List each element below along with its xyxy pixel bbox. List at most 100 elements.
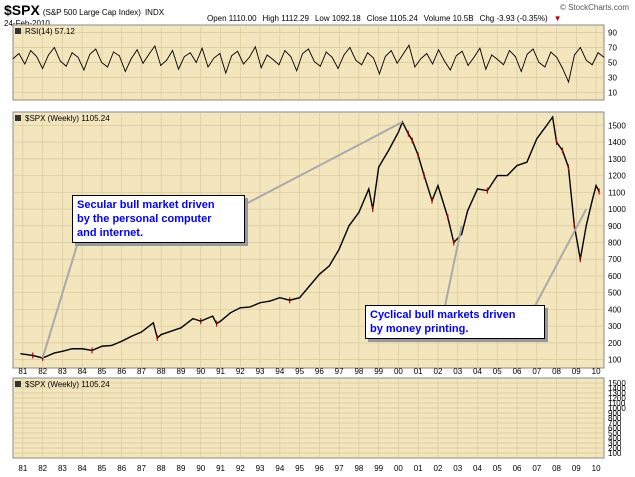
price-y-tick-label: 1300 xyxy=(608,155,626,164)
price-point xyxy=(299,297,301,299)
lower-y-tick-label: 1300 xyxy=(608,389,626,398)
rsi-y-tick-label: 70 xyxy=(608,44,617,53)
x-tick-label: 92 xyxy=(236,367,245,376)
x-tick-label: 94 xyxy=(275,464,284,473)
rsi-point xyxy=(160,65,162,66)
price-point xyxy=(212,315,214,317)
rsi-point xyxy=(402,53,404,55)
x-tick-label: 99 xyxy=(374,464,383,473)
price-point xyxy=(156,337,158,339)
rsi-point xyxy=(296,70,298,72)
price-point xyxy=(71,348,73,350)
x-tick-label: 01 xyxy=(414,367,423,376)
open-value: Open 1110.00 xyxy=(207,14,257,23)
x-tick-label: 06 xyxy=(513,464,522,473)
x-tick-label: 95 xyxy=(295,464,304,473)
rsi-point xyxy=(485,68,487,70)
rsi-point xyxy=(503,64,504,66)
x-tick-label: 82 xyxy=(38,464,47,473)
rsi-point xyxy=(183,56,185,57)
price-y-tick-label: 400 xyxy=(608,305,622,314)
rsi-point xyxy=(36,56,38,57)
price-point xyxy=(111,344,113,347)
lower-y-tick-label: 1200 xyxy=(608,394,626,403)
rsi-point xyxy=(444,60,445,62)
lower-y-tick-label: 300 xyxy=(608,439,622,448)
price-point xyxy=(249,306,251,308)
rsi-point xyxy=(201,47,203,49)
rsi-point xyxy=(142,62,144,64)
x-tick-label: 03 xyxy=(453,367,462,376)
rsi-point xyxy=(308,48,309,50)
price-point xyxy=(328,265,330,267)
rsi-point xyxy=(314,61,315,63)
price-point xyxy=(140,331,143,333)
price-point xyxy=(476,188,479,190)
rsi-point xyxy=(266,54,268,56)
x-tick-label: 05 xyxy=(493,367,502,376)
rsi-point xyxy=(172,50,173,51)
price-point xyxy=(53,352,56,354)
price-point xyxy=(591,200,593,202)
rsi-point xyxy=(83,69,85,71)
rsi-point xyxy=(514,56,516,57)
price-point xyxy=(561,149,564,152)
price-point xyxy=(239,307,241,309)
x-tick-label: 07 xyxy=(532,367,541,376)
price-point xyxy=(289,299,291,301)
price-point xyxy=(552,116,554,118)
price-stats: Open 1110.00 High 1112.29 Low 1092.18 Close… xyxy=(207,14,568,23)
x-tick-label: 88 xyxy=(157,367,166,376)
lower-y-tick-label: 200 xyxy=(608,444,622,453)
rsi-point xyxy=(550,51,552,53)
secular-arrow-bottom xyxy=(41,241,79,359)
price-point xyxy=(461,233,463,235)
rsi-point xyxy=(603,56,605,58)
rsi-point xyxy=(432,63,434,65)
price-point xyxy=(318,273,320,275)
high-value: High 1112.29 xyxy=(262,14,309,23)
rsi-point xyxy=(166,59,168,61)
price-y-tick-label: 100 xyxy=(608,356,622,365)
price-point xyxy=(467,210,469,212)
lower-y-tick-label: 900 xyxy=(608,409,622,418)
x-tick-label: 92 xyxy=(236,464,245,473)
x-tick-label: 84 xyxy=(78,464,87,473)
rsi-point xyxy=(237,50,238,52)
price-point xyxy=(229,312,232,314)
price-point xyxy=(81,348,83,350)
price-point xyxy=(269,300,271,302)
rsi-point xyxy=(71,52,73,54)
lower-y-tick-label: 500 xyxy=(608,429,622,438)
rsi-point xyxy=(479,47,481,49)
rsi-y-tick-label: 10 xyxy=(608,89,617,98)
rsi-point xyxy=(290,56,292,57)
x-tick-label: 90 xyxy=(196,464,205,473)
price-point xyxy=(407,133,409,135)
rsi-point xyxy=(455,55,457,57)
rsi-point xyxy=(597,52,599,54)
annotation-line: by money printing. xyxy=(370,323,469,335)
price-point xyxy=(417,154,419,157)
secular-arrow-top xyxy=(237,121,403,209)
price-point xyxy=(372,208,374,210)
annotation-line: Secular bull market driven xyxy=(77,199,215,211)
x-tick-label: 93 xyxy=(256,367,265,376)
rsi-point xyxy=(18,53,20,54)
x-tick-label: 03 xyxy=(453,464,462,473)
price-point xyxy=(585,225,587,227)
rsi-point xyxy=(538,62,540,63)
rsi-point xyxy=(520,71,522,72)
x-tick-label: 07 xyxy=(532,464,541,473)
rsi-y-tick-label: 90 xyxy=(608,29,617,38)
rsi-point xyxy=(272,59,274,60)
price-point xyxy=(387,149,390,152)
x-tick-label: 04 xyxy=(473,367,482,376)
x-tick-label: 01 xyxy=(414,464,423,473)
rsi-title: RSI(14) 57.12 xyxy=(25,27,75,36)
price-point xyxy=(130,335,133,337)
symbol-description: (S&P 500 Large Cap Index) xyxy=(42,8,141,17)
price-point xyxy=(91,349,93,352)
rsi-point xyxy=(178,68,179,70)
